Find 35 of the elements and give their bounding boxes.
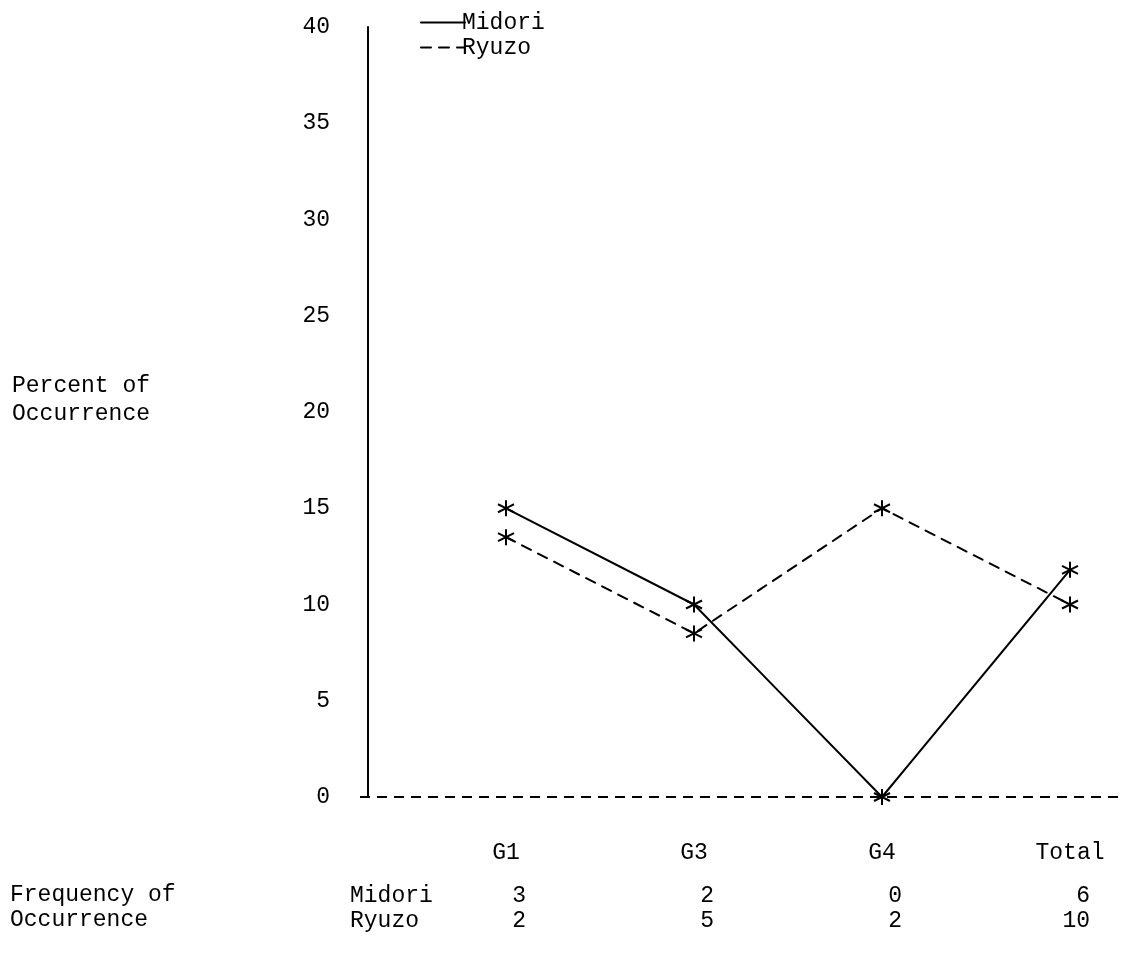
y-tick-label: 35	[302, 110, 330, 137]
point	[1061, 560, 1079, 579]
text: 2	[888, 907, 902, 934]
text: Ryuzo	[350, 907, 420, 934]
y-tick-label: 15	[302, 495, 330, 522]
point	[873, 788, 891, 806]
text: 5	[700, 907, 714, 934]
text: 10	[1062, 907, 1090, 934]
y-tick-label: 20	[302, 399, 330, 425]
y-tick-label: 25	[302, 302, 330, 329]
text: Percent of Occurrence	[12, 373, 151, 427]
x-tick-label: G3	[680, 839, 708, 866]
text: Frequency of Occurrence	[10, 881, 190, 933]
text: 2	[700, 882, 714, 909]
legend-label: Ryuzo	[462, 34, 532, 61]
x-tick-label: G1	[492, 839, 520, 866]
point	[685, 624, 703, 643]
x-tick-label: Total	[1035, 839, 1105, 866]
y-tick-label: 30	[302, 206, 330, 233]
x-tick-label: G4	[868, 839, 896, 866]
point	[685, 595, 703, 614]
y-tick-label: 40	[302, 14, 330, 40]
y-tick-label: 10	[302, 591, 330, 618]
text: 3	[512, 882, 526, 909]
y-tick-label: 0	[316, 784, 330, 810]
text: 0	[888, 882, 902, 909]
point	[497, 528, 515, 547]
point	[873, 499, 891, 518]
text: 6	[1076, 882, 1090, 909]
text: Midori	[350, 882, 433, 909]
y-tick-label: 5	[316, 687, 330, 714]
point	[497, 499, 515, 518]
point	[1061, 595, 1079, 614]
legend-label: Midori	[462, 9, 545, 36]
text: 2	[512, 907, 526, 934]
